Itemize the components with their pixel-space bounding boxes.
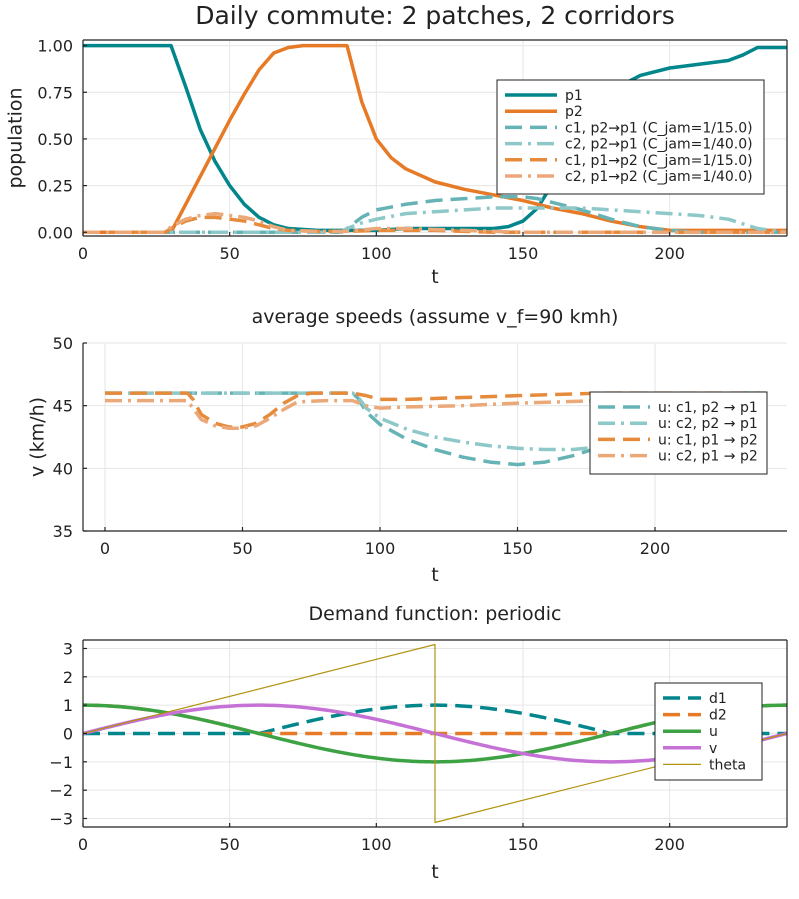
x-tick-label: 0 [78, 835, 88, 854]
y-tick-label: 0.00 [37, 223, 73, 242]
chart-title: average speeds (assume v_f=90 kmh) [252, 306, 619, 328]
series-line-c2 [83, 206, 787, 235]
series-line-theta [83, 643, 787, 824]
y-tick-label: −1 [49, 753, 73, 772]
chart-title: Daily commute: 2 patches, 2 corridors [195, 1, 675, 30]
x-tick-label: 50 [219, 835, 239, 854]
legend-label: d2 [709, 708, 727, 724]
x-tick-label: 150 [508, 244, 539, 263]
y-tick-label: −3 [49, 810, 73, 829]
legend-box [589, 391, 768, 475]
speeds-chart: 0 50 100 150 200 35 40 45 50 average speeds (assu… [27, 306, 787, 586]
x-tick-label: 200 [654, 835, 685, 854]
x-axis-label: t [431, 564, 438, 586]
legend-label: u: c1, p1 → p2 [658, 432, 758, 448]
y-tick-label: 50 [53, 334, 73, 353]
x-tick-label: 100 [361, 835, 392, 854]
x-tick-label: 100 [361, 244, 392, 263]
y-tick-label: 0.75 [37, 83, 73, 102]
y-axis-label: population [5, 87, 27, 188]
series-line-u [105, 398, 765, 430]
x-tick-label: 200 [654, 244, 685, 263]
legend-label: v [709, 741, 717, 757]
legend-label: u: c2, p2 → p1 [658, 416, 758, 432]
legend-label: u [709, 724, 718, 740]
x-tick-label: 100 [365, 539, 396, 558]
x-axis-label: t [431, 861, 438, 883]
legend-label: c1, p1→p2 (C_jam=1/15.0) [565, 153, 753, 169]
y-tick-label: 2 [63, 668, 73, 687]
legend-label: c2, p1→p2 (C_jam=1/40.0) [565, 169, 753, 185]
x-tick-label: 200 [640, 539, 671, 558]
series-line-c2 [83, 211, 787, 235]
x-tick-label: 150 [508, 835, 539, 854]
y-tick-label: 35 [53, 522, 73, 541]
legend-label: u: c1, p2 → p1 [658, 400, 758, 416]
legend-label: d1 [709, 691, 727, 707]
series-line-c1 [83, 195, 787, 235]
y-tick-label: 3 [63, 640, 73, 659]
y-tick-label: 45 [53, 397, 73, 416]
series-group [83, 43, 787, 235]
y-tick-label: 0.50 [37, 130, 73, 149]
y-tick-label: 0 [63, 725, 73, 744]
y-axis-label: v (km/h) [27, 397, 49, 477]
demand-chart: 0 50 100 150 200 −3 −2 −1 0 1 2 3 Demand function: p… [49, 603, 788, 883]
y-tick-label: 40 [53, 459, 73, 478]
y-tick-label: 1 [63, 696, 73, 715]
legend-label: p2 [565, 104, 583, 120]
series-line-u [105, 391, 765, 429]
x-axis-label: t [431, 266, 438, 288]
y-tick-label: 1.00 [37, 37, 73, 56]
series-line-p2 [83, 43, 787, 235]
legend-label: c2, p2→p1 (C_jam=1/40.0) [565, 137, 753, 153]
chart-title: Demand function: periodic [309, 603, 562, 625]
x-tick-label: 150 [502, 539, 533, 558]
population-chart: 0 50 100 150 200 0.00 0.25 0.50 0.75 1.00 Daily co… [5, 1, 788, 288]
y-tick-label: −2 [49, 781, 73, 800]
x-tick-label: 0 [78, 244, 88, 263]
series-line-p1 [83, 43, 787, 233]
legend-label: theta [709, 757, 746, 773]
legend-label: p1 [565, 88, 583, 104]
x-tick-label: 0 [100, 539, 110, 558]
legend-label: c1, p2→p1 (C_jam=1/15.0) [565, 120, 753, 136]
x-tick-label: 50 [219, 244, 239, 263]
legend-label: u: c2, p1 → p2 [658, 449, 758, 465]
x-tick-label: 50 [232, 539, 252, 558]
legend: u: c1, p2 → p1u: c2, p2 → p1u: c1, p1 → … [589, 391, 768, 475]
y-tick-label: 0.25 [37, 177, 73, 196]
